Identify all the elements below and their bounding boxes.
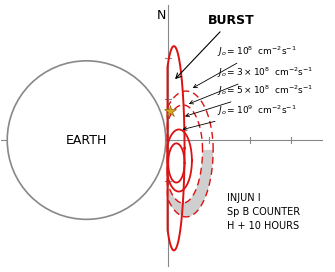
Text: INJUN I
Sp B COUNTER
H + 10 HOURS: INJUN I Sp B COUNTER H + 10 HOURS — [227, 193, 300, 231]
Text: BURST: BURST — [176, 14, 254, 78]
Text: $J_o = 5\times10^{8}$  cm$^{-2}$s$^{-1}$: $J_o = 5\times10^{8}$ cm$^{-2}$s$^{-1}$ — [186, 84, 314, 117]
Text: N: N — [157, 9, 166, 22]
Text: EARTH: EARTH — [66, 134, 107, 147]
Text: $J_o = 10^{8}$  cm$^{-2}$s$^{-1}$: $J_o = 10^{8}$ cm$^{-2}$s$^{-1}$ — [194, 45, 297, 88]
Circle shape — [7, 61, 166, 219]
Text: $J_o = 3\times10^{8}$  cm$^{-2}$s$^{-1}$: $J_o = 3\times10^{8}$ cm$^{-2}$s$^{-1}$ — [190, 66, 314, 104]
Text: $J_o = 10^{9}$  cm$^{-2}$s$^{-1}$: $J_o = 10^{9}$ cm$^{-2}$s$^{-1}$ — [183, 103, 297, 130]
Polygon shape — [168, 150, 213, 217]
